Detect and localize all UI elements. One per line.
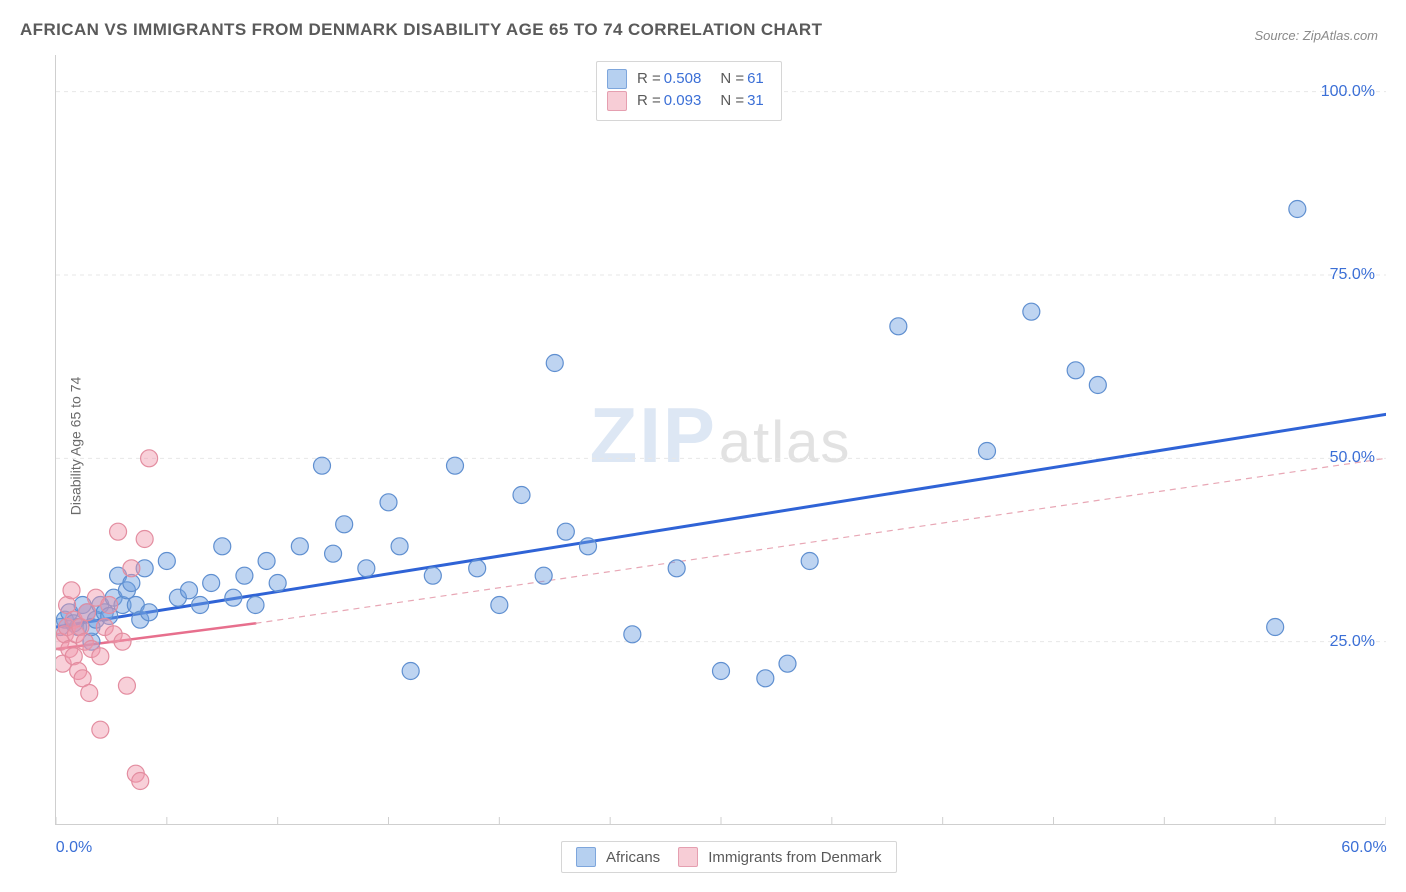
legend-label: Africans [606,849,660,866]
chart-title: AFRICAN VS IMMIGRANTS FROM DENMARK DISAB… [20,20,822,40]
data-point [1067,362,1084,379]
data-point [336,516,353,533]
data-point [214,538,231,555]
data-point [110,523,127,540]
correlation-stats-box: R = 0.508 N = 61 R = 0.093 N = 31 [596,61,782,121]
legend-item-africans: Africans [576,847,660,867]
y-tick-label: 25.0% [1330,633,1375,651]
y-tick-label: 50.0% [1330,449,1375,467]
data-point [535,567,552,584]
data-point [158,553,175,570]
data-point [236,567,253,584]
data-point [546,355,563,372]
data-point [141,450,158,467]
data-point [391,538,408,555]
data-point [557,523,574,540]
data-point [1023,303,1040,320]
data-point [890,318,907,335]
data-point [713,663,730,680]
data-point [402,663,419,680]
data-point [779,655,796,672]
data-point [247,597,264,614]
stat-n-label: N = [720,90,744,112]
data-point [447,457,464,474]
legend-swatch-icon [576,847,596,867]
data-point [92,648,109,665]
scatter-plot: ZIPatlas 25.0%50.0%75.0%100.0%0.0%60.0%R… [55,55,1385,825]
data-point [269,575,286,592]
stat-r-label: R = [637,68,661,90]
stats-row-africans: R = 0.508 N = 61 [607,68,767,90]
data-point [624,626,641,643]
series-legend: Africans Immigrants from Denmark [561,841,897,873]
data-point [325,545,342,562]
data-point [358,560,375,577]
data-point [513,487,530,504]
stat-r-value: 0.093 [664,90,702,112]
source-label: Source: ZipAtlas.com [1254,28,1378,43]
stat-n-value: 31 [747,90,764,112]
stats-row-denmark: R = 0.093 N = 31 [607,90,767,112]
data-point [291,538,308,555]
data-point [181,582,198,599]
y-tick-label: 100.0% [1321,83,1375,101]
data-point [580,538,597,555]
data-point [979,443,996,460]
data-point [424,567,441,584]
series-africans [56,201,1306,687]
data-point [225,589,242,606]
data-point [380,494,397,511]
legend-swatch-icon [607,91,627,111]
data-point [79,604,96,621]
plot-svg [56,55,1386,825]
data-point [1289,201,1306,218]
stat-n-value: 61 [747,68,764,90]
legend-swatch-icon [607,69,627,89]
stat-r-value: 0.508 [664,68,702,90]
stat-n-label: N = [720,68,744,90]
legend-label: Immigrants from Denmark [708,849,881,866]
data-point [136,531,153,548]
trend-denmark [56,458,1386,649]
data-point [101,597,118,614]
data-point [114,633,131,650]
data-point [1089,377,1106,394]
data-point [1267,619,1284,636]
data-point [801,553,818,570]
trend-africans [56,414,1386,627]
data-point [314,457,331,474]
data-point [757,670,774,687]
data-point [123,560,140,577]
data-point [132,773,149,790]
y-tick-label: 75.0% [1330,266,1375,284]
data-point [92,721,109,738]
stat-r-label: R = [637,90,661,112]
data-point [192,597,209,614]
data-point [203,575,220,592]
x-tick-label: 60.0% [1341,839,1386,857]
data-point [469,560,486,577]
data-point [63,582,80,599]
legend-swatch-icon [678,847,698,867]
legend-item-denmark: Immigrants from Denmark [678,847,881,867]
data-point [81,685,98,702]
data-point [141,604,158,621]
data-point [118,677,135,694]
data-point [258,553,275,570]
data-point [491,597,508,614]
data-point [668,560,685,577]
x-tick-label: 0.0% [56,839,92,857]
